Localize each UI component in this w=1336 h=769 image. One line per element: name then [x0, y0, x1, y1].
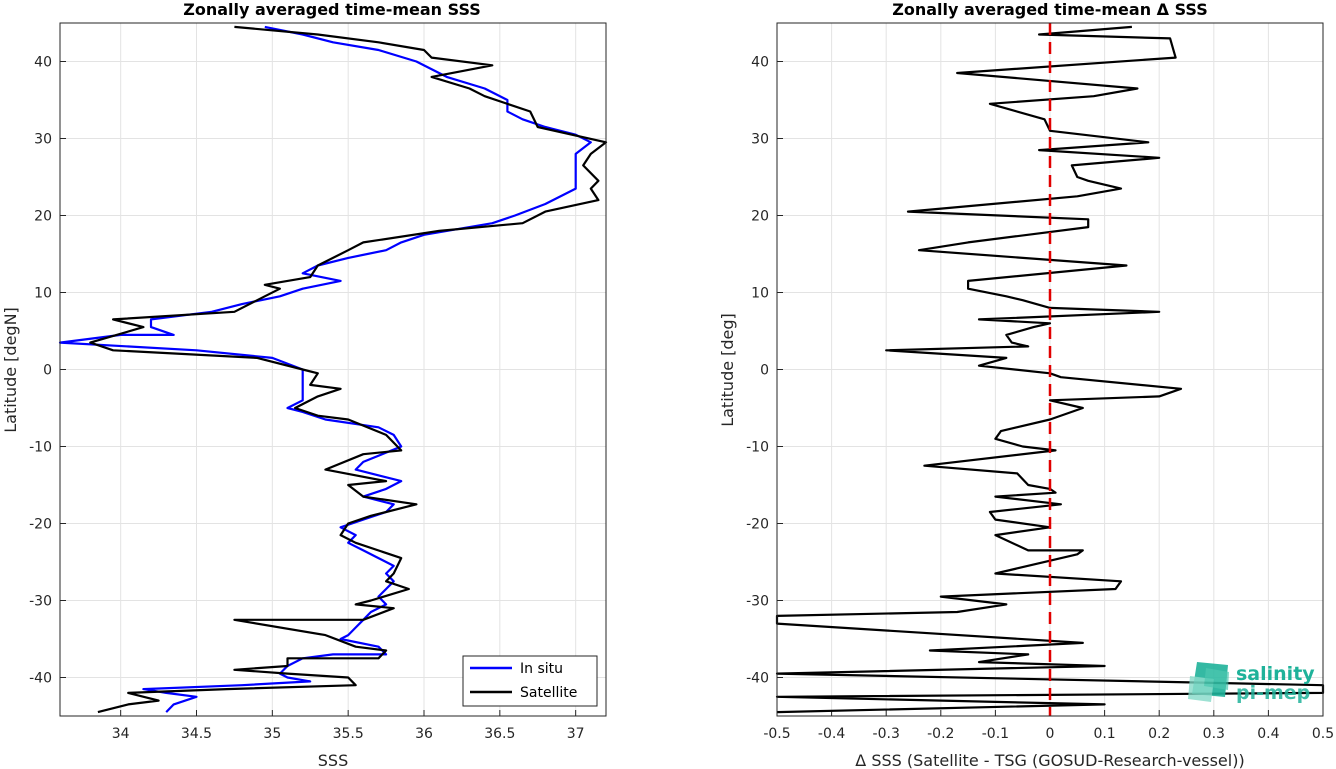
y-tick-label: 30 — [751, 132, 769, 148]
x-tick-label: 34.5 — [181, 726, 212, 742]
x-tick-label: 36 — [415, 726, 433, 742]
y-tick-label: -30 — [746, 594, 769, 610]
right-panel: Zonally averaged time-mean Δ SSS -0.5 -0.… — [718, 0, 1334, 769]
y-tick-label: -30 — [29, 594, 52, 610]
logo-text-line1: salinity — [1236, 663, 1315, 685]
y-tick-label: 30 — [34, 132, 52, 148]
right-plot-frame — [776, 22, 1324, 717]
delta-sss-series-line — [775, 25, 1325, 714]
left-ticks: 34 34.5 35 35.5 36 36.5 37 -40 -30 -20 -10 0 10 20 30 4… — [29, 55, 584, 743]
y-tick-label: 40 — [34, 55, 52, 71]
y-tick-label: 20 — [34, 209, 52, 225]
logo-text-line2: pi-mep — [1236, 682, 1310, 704]
legend-satellite-label: Satellite — [520, 685, 577, 701]
left-plot-frame — [59, 22, 607, 717]
in-situ-series-line — [58, 25, 592, 713]
right-x-axis-label: Δ SSS (Satellite - TSG (GOSUD-Research-v… — [855, 751, 1244, 769]
left-y-axis-label: Latitude [degN] — [1, 307, 20, 433]
y-tick-label: 10 — [751, 286, 769, 302]
x-tick-label: -0.1 — [982, 726, 1009, 742]
right-chart-title: Zonally averaged time-mean Δ SSS — [892, 0, 1208, 19]
logo-mark-icon — [1188, 662, 1229, 702]
right-series — [775, 25, 1325, 714]
x-tick-label: 35.5 — [333, 726, 364, 742]
x-tick-label: 37 — [567, 726, 585, 742]
right-ticks: -0.5 -0.4 -0.3 -0.2 -0.1 0 0.1 0.2 0.3 0.4 0.5 -40 -… — [746, 55, 1334, 743]
x-tick-label: 0.2 — [1148, 726, 1170, 742]
x-tick-label: 0.5 — [1312, 726, 1334, 742]
legend-box — [462, 655, 598, 707]
x-tick-label: 36.5 — [484, 726, 515, 742]
x-tick-label: 0.3 — [1203, 726, 1225, 742]
salinity-pimep-logo: salinity pi-mep — [1188, 662, 1315, 704]
left-panel: Zonally averaged time-mean SSS 34 34.5 35 3… — [1, 0, 608, 769]
x-tick-label: 35 — [263, 726, 281, 742]
y-tick-label: -40 — [29, 671, 52, 687]
x-tick-label: 0 — [1046, 726, 1055, 742]
y-tick-label: 10 — [34, 286, 52, 302]
x-tick-label: -0.5 — [763, 726, 790, 742]
y-tick-label: -10 — [29, 440, 52, 456]
y-tick-label: 40 — [751, 55, 769, 71]
legend-insitu-label: In situ — [520, 661, 563, 677]
y-tick-label: -20 — [746, 517, 769, 533]
x-tick-label: 0.4 — [1257, 726, 1279, 742]
x-tick-label: -0.3 — [873, 726, 900, 742]
y-tick-label: 20 — [751, 209, 769, 225]
y-tick-label: 0 — [760, 363, 769, 379]
x-tick-label: -0.4 — [818, 726, 845, 742]
x-tick-label: 0.1 — [1093, 726, 1115, 742]
left-grid — [60, 23, 606, 716]
satellite-series-line — [89, 25, 608, 714]
y-tick-label: -40 — [746, 671, 769, 687]
y-tick-label: -10 — [746, 440, 769, 456]
left-series — [58, 25, 608, 714]
left-x-axis-label: SSS — [318, 751, 348, 769]
left-chart-title: Zonally averaged time-mean SSS — [183, 0, 481, 19]
y-tick-label: 0 — [43, 363, 52, 379]
legend: In situ Satellite — [462, 655, 598, 707]
x-tick-label: 34 — [112, 726, 130, 742]
x-tick-label: -0.2 — [927, 726, 954, 742]
y-tick-label: -20 — [29, 517, 52, 533]
right-y-axis-label: Latitude [deg] — [718, 313, 737, 427]
